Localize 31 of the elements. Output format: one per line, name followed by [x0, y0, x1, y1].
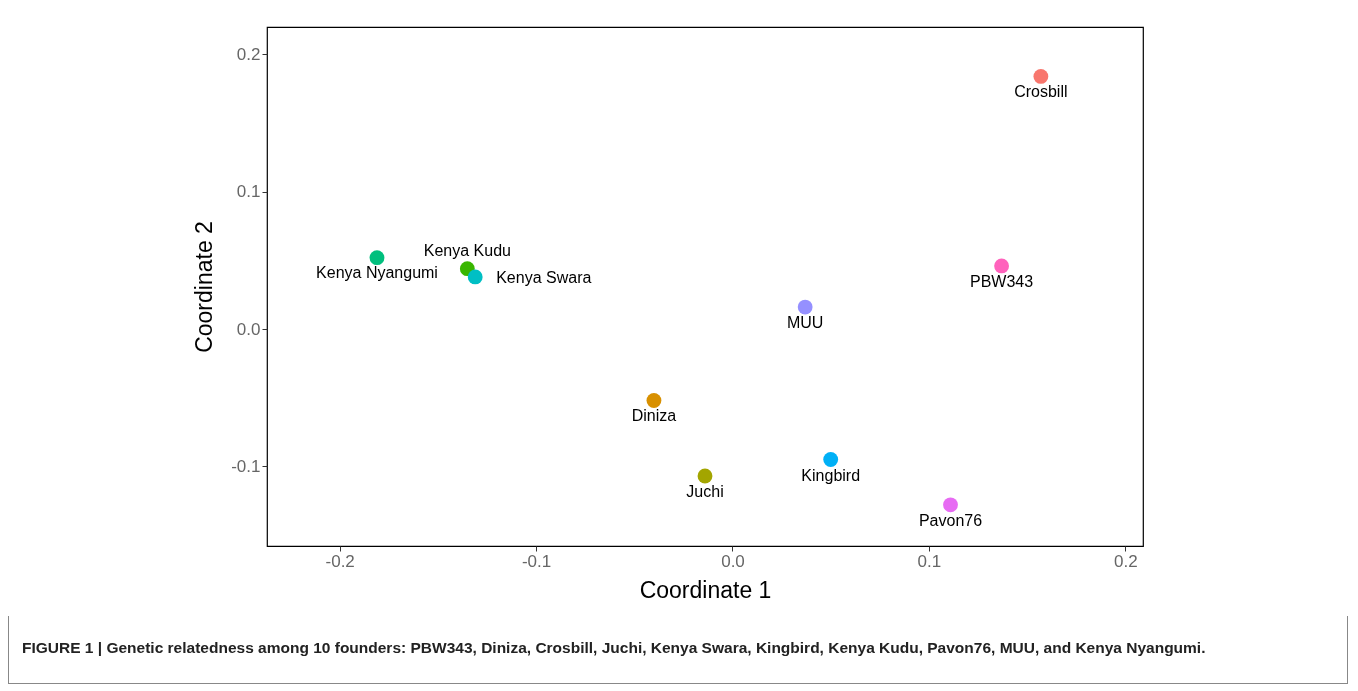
- point: [369, 250, 385, 266]
- y-tick-label: -0.1: [231, 456, 261, 476]
- point: [646, 393, 662, 408]
- x-tick-label: 0.1: [917, 551, 942, 571]
- series-label: Kenya Swara: [496, 268, 592, 286]
- point: [467, 269, 483, 285]
- y-tick-label: 0.0: [236, 319, 261, 339]
- series-label: Kingbird: [801, 466, 861, 484]
- point: [823, 452, 839, 467]
- point: [1033, 69, 1049, 84]
- x-tick-label: -0.1: [521, 551, 552, 571]
- series-label: Kenya Kudu: [423, 241, 511, 259]
- caption: FIGURE 1 | Genetic relatedness among 10 founders: PBW343, Diniza, Crosbill, Juchi, Kenya Swara, Kingbird, Kenya Kudu, Pavon76, MUU, and Kenya Nyangumi.: [22, 638, 1207, 658]
- point: [797, 299, 813, 315]
- y-tick-label: 0.1: [236, 182, 261, 202]
- series-label: PBW343: [970, 272, 1034, 290]
- y-axis-title: Coordinate 2: [191, 221, 218, 353]
- series-label: Kenya Nyangumi: [316, 263, 438, 281]
- series-label: Crosbill: [1014, 83, 1068, 101]
- x-tick-label: 0.2: [1114, 551, 1138, 571]
- point: [943, 497, 958, 513]
- x-axis-title: Coordinate 1: [639, 576, 772, 603]
- point: [697, 468, 713, 484]
- x-tick-label: -0.2: [325, 551, 355, 571]
- series-label: Pavon76: [918, 511, 983, 529]
- series-label: Juchi: [686, 482, 724, 500]
- point: [994, 258, 1009, 274]
- series-label: MUU: [786, 314, 824, 332]
- x-tick-label: 0.0: [721, 551, 745, 571]
- y-tick-label: 0.2: [236, 44, 261, 64]
- series-label: Diniza: [631, 407, 677, 425]
